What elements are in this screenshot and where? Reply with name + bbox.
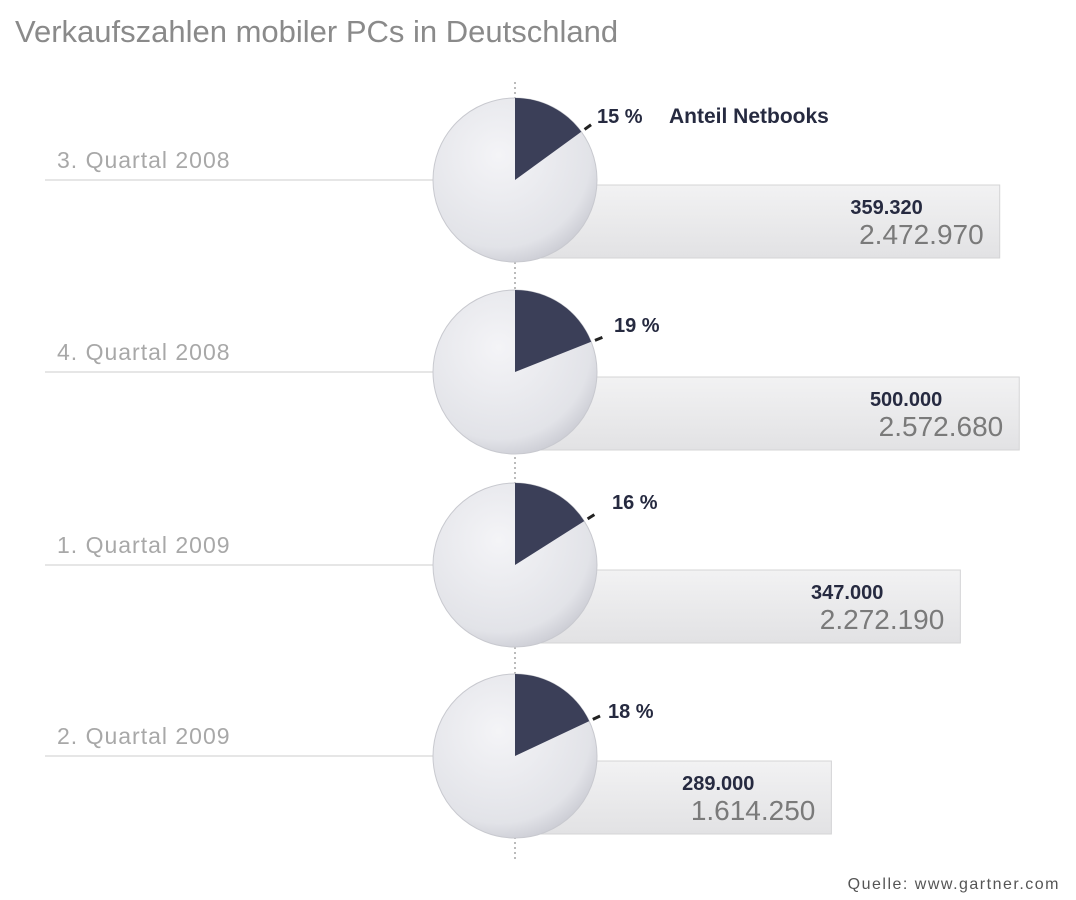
total-sales-label: 2.272.190 (820, 604, 945, 635)
category-label: 4. Quartal 2008 (57, 339, 231, 365)
percent-label: 16 % (612, 492, 658, 514)
slice-tick (583, 123, 592, 131)
netbook-sales-label: 347.000 (811, 582, 883, 604)
total-sales-label: 2.472.970 (859, 219, 984, 250)
legend-label: Anteil Netbooks (669, 105, 829, 128)
netbook-slice (515, 290, 592, 372)
category-label: 3. Quartal 2008 (57, 147, 231, 173)
netbook-sales-label: 500.000 (870, 389, 942, 411)
percent-label: 15 % (597, 106, 643, 128)
total-sales-label: 2.572.680 (879, 411, 1004, 442)
slice-tick (586, 513, 596, 521)
category-label: 1. Quartal 2009 (57, 532, 231, 558)
category-label: 2. Quartal 2009 (57, 723, 231, 749)
chart-title: Verkaufszahlen mobiler PCs in Deutschlan… (15, 14, 618, 49)
total-sales-label: 1.614.250 (691, 795, 816, 826)
total-bar (514, 184, 1001, 259)
percent-label: 19 % (614, 315, 660, 337)
percent-label: 18 % (608, 701, 654, 723)
netbook-sales-label: 289.000 (682, 773, 754, 795)
slice-tick (594, 336, 603, 342)
netbook-sales-label: 359.320 (850, 197, 922, 219)
source-label: Quelle: www.gartner.com (848, 876, 1060, 893)
netbook-slice (515, 674, 590, 756)
netbook-slice (515, 98, 582, 180)
slice-tick (592, 714, 601, 721)
netbook-slice (515, 483, 585, 565)
